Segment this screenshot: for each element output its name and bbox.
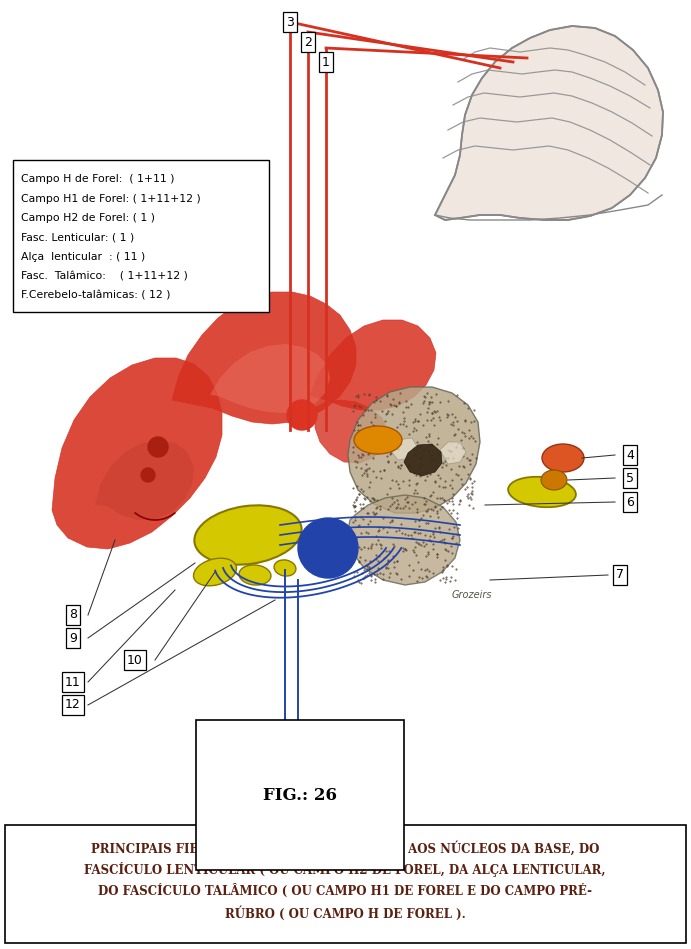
Text: 1: 1 [322,55,330,68]
Ellipse shape [542,444,584,472]
Ellipse shape [193,558,236,586]
Text: 2: 2 [304,35,312,48]
Text: F.Cerebelo-talâmicas: ( 12 ): F.Cerebelo-talâmicas: ( 12 ) [21,291,171,301]
Polygon shape [404,444,442,476]
Polygon shape [210,344,330,413]
Text: RÚBRO ( OU CAMPO H DE FOREL ).: RÚBRO ( OU CAMPO H DE FOREL ). [225,906,465,921]
Text: 8: 8 [69,608,77,622]
Text: 12: 12 [65,698,81,712]
FancyBboxPatch shape [13,160,269,312]
Text: Campo H1 de Forel: ( 1+11+12 ): Campo H1 de Forel: ( 1+11+12 ) [21,194,201,203]
Text: 6: 6 [626,495,634,509]
Text: 3: 3 [286,15,294,28]
Text: Fasc.  Talâmico:    ( 1+11+12 ): Fasc. Talâmico: ( 1+11+12 ) [21,271,188,282]
Ellipse shape [508,476,576,507]
Polygon shape [347,495,460,585]
Ellipse shape [541,470,567,490]
Text: FASCÍCULO LENTICULAR ( OU CAMPO H2 DE FOREL, DA ALÇA LENTICULAR,: FASCÍCULO LENTICULAR ( OU CAMPO H2 DE FO… [84,862,606,877]
Polygon shape [52,358,222,549]
Text: 10: 10 [127,654,143,666]
Circle shape [148,437,168,457]
Polygon shape [440,442,466,464]
Polygon shape [172,292,356,424]
Text: 11: 11 [65,676,81,689]
Text: DO FASCÍCULO TALÂMICO ( OU CAMPO H1 DE FOREL E DO CAMPO PRÉ-: DO FASCÍCULO TALÂMICO ( OU CAMPO H1 DE F… [98,884,592,898]
Polygon shape [348,387,480,513]
Text: Grozeirs: Grozeirs [452,590,493,600]
Polygon shape [315,400,388,463]
Polygon shape [435,26,663,220]
Polygon shape [95,440,194,520]
Text: FIG.: 26: FIG.: 26 [263,787,337,804]
Text: Fasc. Lenticular: ( 1 ): Fasc. Lenticular: ( 1 ) [21,233,134,243]
Text: PRINCIPAIS FIBRAS QUE PARTICIPAM, JUNTO AOS NÚCLEOS DA BASE, DO: PRINCIPAIS FIBRAS QUE PARTICIPAM, JUNTO … [91,840,599,855]
Ellipse shape [194,505,302,565]
Ellipse shape [354,426,402,454]
Text: Campo H2 de Forel: ( 1 ): Campo H2 de Forel: ( 1 ) [21,213,155,223]
Circle shape [298,518,358,578]
Text: Campo H de Forel:  ( 1+11 ): Campo H de Forel: ( 1+11 ) [21,174,175,184]
Text: 5: 5 [626,472,634,485]
Ellipse shape [274,560,296,576]
Circle shape [287,400,317,430]
Polygon shape [390,438,418,460]
Polygon shape [310,320,436,410]
Text: 4: 4 [626,449,634,461]
Text: Alça  lenticular  : ( 11 ): Alça lenticular : ( 11 ) [21,252,145,262]
Text: 7: 7 [616,568,624,582]
Ellipse shape [239,565,271,586]
FancyBboxPatch shape [5,825,686,943]
Text: 9: 9 [69,631,77,644]
Circle shape [141,468,155,482]
